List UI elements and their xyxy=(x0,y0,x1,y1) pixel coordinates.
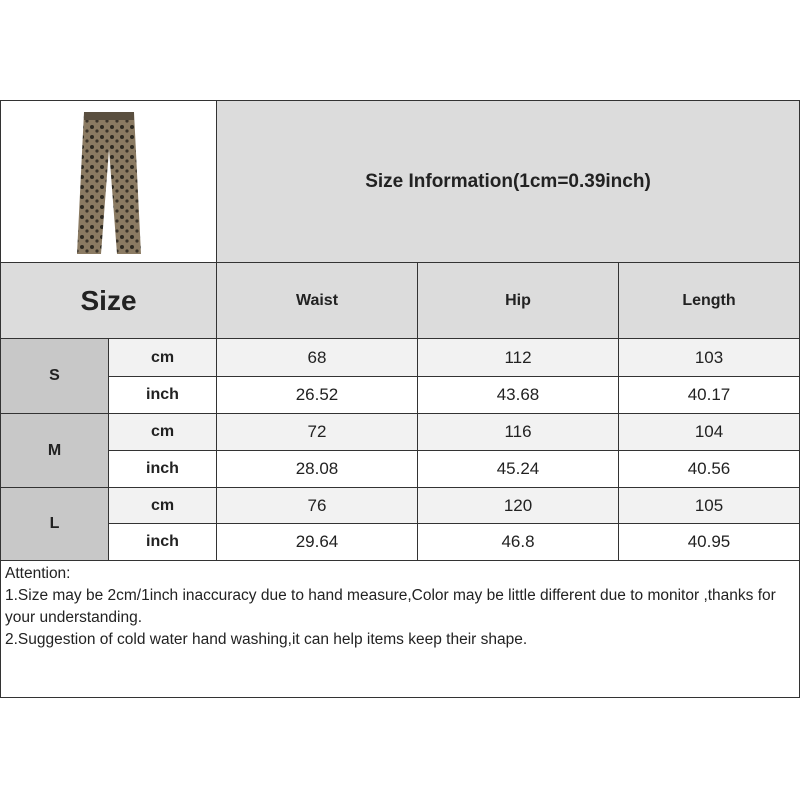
table-title: Size Information(1cm=0.39inch) xyxy=(216,100,800,263)
table-cell-inch: 40.95 xyxy=(618,523,800,561)
size-label-s: S xyxy=(0,338,109,414)
table-cell-inch: 40.17 xyxy=(618,376,800,414)
unit-label-cm: cm xyxy=(108,338,217,377)
table-cell-inch: 26.52 xyxy=(216,376,418,414)
table-cell-inch: 43.68 xyxy=(417,376,619,414)
column-header-hip: Hip xyxy=(417,262,619,339)
table-cell-inch: 40.56 xyxy=(618,450,800,488)
note-item: 2.Suggestion of cold water hand washing,… xyxy=(5,631,528,648)
table-cell-cm: 103 xyxy=(618,338,800,377)
table-cell-cm: 112 xyxy=(417,338,619,377)
note-item: 1.Size may be 2cm/1inch inaccuracy due t… xyxy=(5,587,776,626)
table-cell-cm: 104 xyxy=(618,413,800,451)
product-image-cell xyxy=(0,100,217,263)
table-cell-cm: 72 xyxy=(216,413,418,451)
table-cell-inch: 45.24 xyxy=(417,450,619,488)
product-image xyxy=(76,112,141,254)
table-cell-cm: 116 xyxy=(417,413,619,451)
unit-label-inch: inch xyxy=(108,376,217,414)
unit-label-cm: cm xyxy=(108,487,217,524)
unit-label-cm: cm xyxy=(108,413,217,451)
table-cell-cm: 76 xyxy=(216,487,418,524)
table-cell-cm: 120 xyxy=(417,487,619,524)
size-header: Size xyxy=(0,262,217,339)
size-label-l: L xyxy=(0,487,109,561)
table-cell-inch: 46.8 xyxy=(417,523,619,561)
unit-label-inch: inch xyxy=(108,450,217,488)
notes-heading: Attention: xyxy=(5,565,71,582)
unit-label-inch: inch xyxy=(108,523,217,561)
table-cell-cm: 68 xyxy=(216,338,418,377)
column-header-waist: Waist xyxy=(216,262,418,339)
column-header-length: Length xyxy=(618,262,800,339)
size-label-m: M xyxy=(0,413,109,488)
table-cell-inch: 28.08 xyxy=(216,450,418,488)
table-cell-cm: 105 xyxy=(618,487,800,524)
attention-notes: Attention: 1.Size may be 2cm/1inch inacc… xyxy=(0,560,800,698)
table-cell-inch: 29.64 xyxy=(216,523,418,561)
